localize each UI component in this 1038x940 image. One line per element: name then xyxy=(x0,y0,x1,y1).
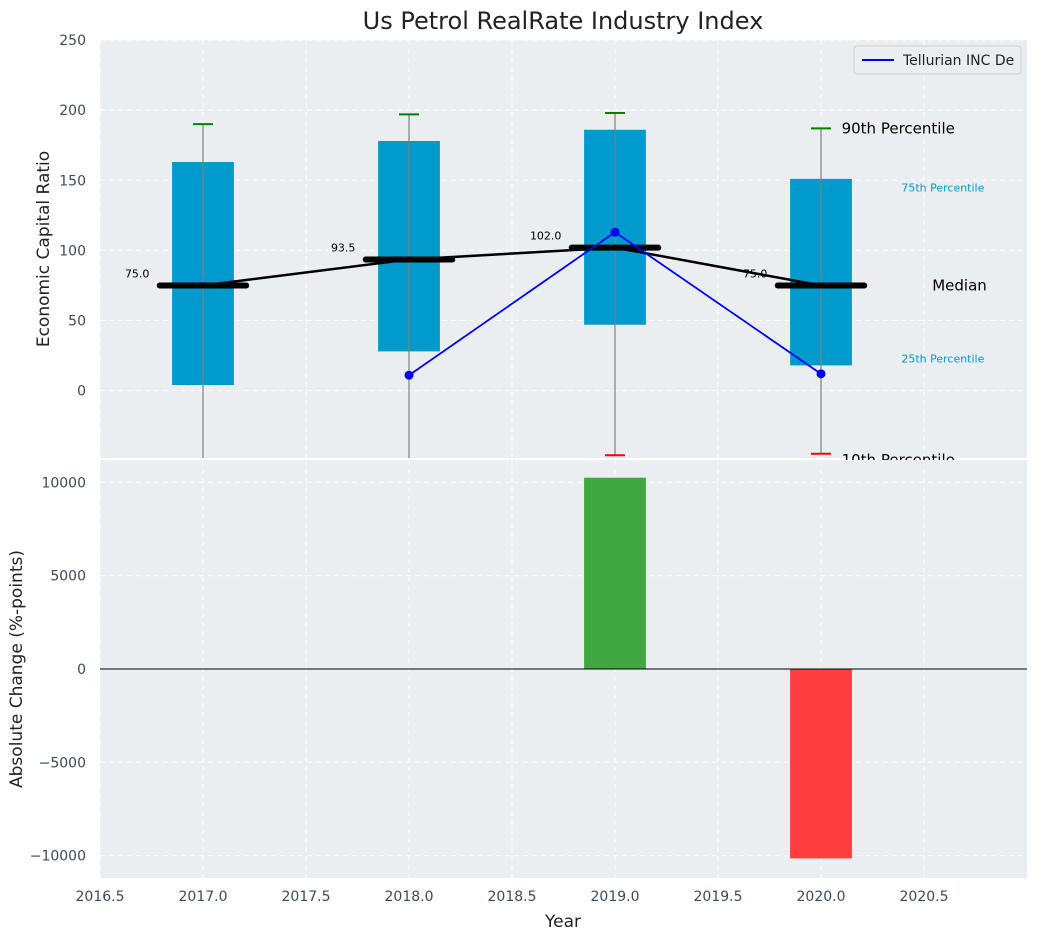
tellurian-series xyxy=(404,227,826,380)
top-plot-background xyxy=(100,40,1027,458)
annotation-p25: 25th Percentile xyxy=(901,352,984,365)
bottom-y-axis-label: Absolute Change (%-points) xyxy=(7,550,27,788)
bottom-y-ticks: −10000 −5000 0 5000 10000 xyxy=(30,475,86,864)
legend: Tellurian INC De xyxy=(853,45,1022,75)
x-tick-label: 2019.5 xyxy=(694,889,743,905)
x-tick-label: 2020.5 xyxy=(900,889,949,905)
legend-box xyxy=(853,45,1022,75)
x-tick-label: 2018.5 xyxy=(488,889,537,905)
change-bars xyxy=(100,477,1027,859)
annotation-median: Median xyxy=(932,276,987,294)
bottom-y-tick-label: −5000 xyxy=(39,755,86,771)
annotation-p75: 75th Percentile xyxy=(901,181,984,194)
series-point xyxy=(610,227,620,237)
median-label-2019: 102.0 xyxy=(530,230,562,243)
top-y-tick-label: 100 xyxy=(59,243,86,259)
top-y-tick-label: 0 xyxy=(77,384,86,400)
x-tick-label: 2019.0 xyxy=(591,889,640,905)
bottom-y-tick-label: 10000 xyxy=(41,475,86,491)
absolute-change-panel: −10000 −5000 0 5000 10000 2016.5 2017.0 2017.5… xyxy=(7,460,1027,932)
top-y-tick-label: 150 xyxy=(59,173,86,189)
annotation-p90: 90th Percentile xyxy=(842,119,955,137)
x-tick-label: 2020.0 xyxy=(797,889,846,905)
median-trend-line xyxy=(202,246,822,287)
bottom-y-tick-label: 0 xyxy=(77,662,86,678)
top-y-tick-label: 200 xyxy=(59,103,86,119)
top-y-axis-label: Economic Capital Ratio xyxy=(34,151,54,347)
series-point xyxy=(404,370,414,380)
top-y-tick-label: 50 xyxy=(68,314,86,330)
change-bar-2020 xyxy=(790,669,852,859)
chart-title: Us Petrol RealRate Industry Index xyxy=(363,7,764,35)
x-tick-label: 2018.0 xyxy=(385,889,434,905)
series-point xyxy=(816,369,826,379)
x-axis-label: Year xyxy=(544,912,581,932)
bottom-y-tick-label: −10000 xyxy=(30,849,86,865)
bottom-y-tick-label: 5000 xyxy=(50,569,86,585)
top-y-tick-label: 250 xyxy=(59,33,86,49)
x-tick-label: 2017.5 xyxy=(282,889,331,905)
x-tick-label: 2017.0 xyxy=(179,889,228,905)
x-ticks: 2016.5 2017.0 2017.5 2018.0 2018.5 2019.0 2019… xyxy=(76,889,949,905)
change-bar-2019 xyxy=(584,477,646,669)
x-tick-label: 2016.5 xyxy=(76,889,125,905)
median-label-2018: 93.5 xyxy=(331,242,356,255)
legend-entry-tellurian: Tellurian INC De xyxy=(902,53,1014,69)
median-label-2017: 75.0 xyxy=(125,267,150,280)
top-y-ticks: 0 50 100 150 200 250 xyxy=(59,33,86,400)
